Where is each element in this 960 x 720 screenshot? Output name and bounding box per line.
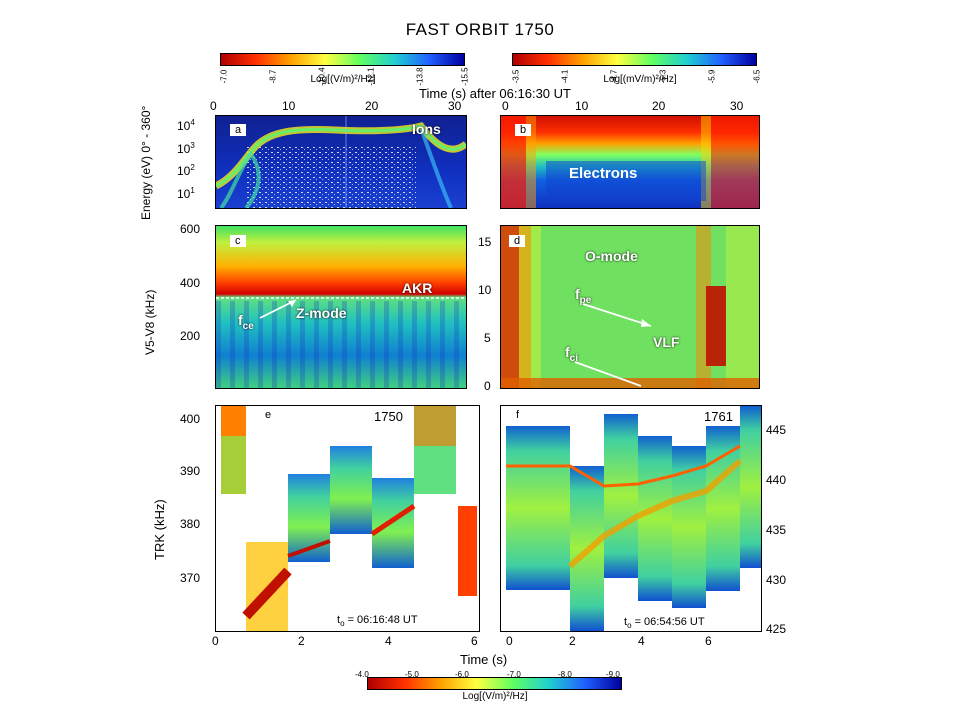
panel-c-annotation-akr: AKR [402,280,433,296]
panel-a-svg [216,116,466,208]
panel-a-ytick: 103 [177,141,195,156]
colorbar-top-right [512,53,757,66]
top-axis-tick: 10 [282,99,296,113]
panel-f-label: f [511,409,525,421]
panel-c-annotation-fce: fce [238,312,254,332]
bottom-axis-tick: 2 [298,634,305,648]
panel-c-fce-arrow [259,299,297,319]
panel-e-ylabel: TRK (kHz) [152,499,167,560]
panel-d-svg [501,226,759,388]
panel-e-ytick: 370 [180,571,201,585]
colorbar-tick: -9.0 [606,670,620,679]
bottom-axis-tick: 6 [471,634,478,648]
colorbar-unit: Log[(mV/m)²/Hz] [603,74,677,85]
panel-d-ytick: 15 [478,235,492,249]
panel-a-spectrogram: a Ions [215,115,467,209]
panel-d-spectrogram: d O-mode fpe VLF fci [500,225,760,389]
top-axis-tick: 30 [448,99,462,113]
panel-b-svg [501,116,759,208]
panel-d-label: d [509,235,526,247]
colorbar-unit: Log[(V/m)²/Hz] [310,74,376,85]
panel-d-annotation-fci: fci [565,344,579,364]
bottom-axis-tick: 4 [385,634,392,648]
panel-d-annotation-fpe: fpe [575,286,592,306]
bottom-axis-tick: 0 [506,634,513,648]
colorbar-tick: -8.0 [558,670,572,679]
colorbar-tick: -5.0 [405,670,419,679]
colorbar-tick: -7.0 [507,670,521,679]
panel-b-label: b [515,124,532,136]
top-axis-tick: 20 [365,99,379,113]
panel-c-annotation-zmode: Z-mode [296,305,347,321]
panel-e-ytick: 380 [180,517,201,531]
top-axis-tick: 0 [210,99,217,113]
colorbar-top-left [220,53,465,66]
panel-f-orbit: 1761 [701,409,736,424]
panel-f-ytick: 445 [766,423,787,437]
top-axis-tick: 10 [575,99,589,113]
top-axis-tick: 20 [652,99,666,113]
bottom-axis-tick: 6 [705,634,712,648]
colorbar-tick: -6.5 [752,69,762,84]
panel-f-ytick: 435 [766,523,787,537]
colorbar-top-left-gradient [220,53,465,66]
bottom-axis-tick: 2 [569,634,576,648]
bottom-axis-tick: 0 [212,634,219,648]
panel-c-spectrogram: c AKR fce Z-mode [215,225,467,389]
colorbar-tick: -7.0 [219,69,229,84]
panel-f-ytick: 440 [766,473,787,487]
panel-c-ytick: 600 [180,222,201,236]
panel-d-ytick: 5 [484,331,491,345]
top-axis-tick: 0 [502,99,509,113]
panel-d-fpe-arrow [582,303,652,327]
colorbar-bottom-gradient [367,677,622,690]
panel-e-ytick: 390 [180,464,201,478]
panel-e-ytick: 400 [180,412,201,426]
panel-e-svg [221,406,477,631]
panel-b-annotation-electrons: Electrons [569,165,638,182]
panel-c-ylabel: V5-V8 (kHz) [143,289,157,355]
panel-a-ylabel: Energy (eV) 0° - 360° [139,105,153,220]
panel-a-annotation-ions: Ions [412,121,441,137]
panel-a-ytick: 101 [177,186,195,201]
panel-a-label: a [230,124,247,136]
panel-f-t0: to = 06:54:56 UT [621,616,708,631]
panel-c-svg [216,226,466,388]
panel-a-ytick: 104 [177,118,195,133]
panel-c-label: c [230,235,246,247]
colorbar-unit: Log[(V/m)²/Hz] [462,691,528,702]
panel-e-t0: to = 06:16:48 UT [334,614,421,629]
panel-d-ytick: 10 [478,283,492,297]
panel-f-ytick: 430 [766,573,787,587]
panel-c-ytick: 200 [180,329,201,343]
panel-d-ytick: 0 [484,379,491,393]
panel-e-spectrogram: e 1750 to = 06:16:48 UT [215,405,480,632]
panel-b-spectrogram: b Electrons [500,115,760,209]
panel-e-label: e [260,409,277,421]
panel-f-svg [506,406,761,631]
colorbar-tick: -6.0 [455,670,469,679]
colorbar-top-right-gradient [512,53,757,66]
panel-d-annotation-omode: O-mode [585,248,638,264]
top-time-axis-label: Time (s) after 06:16:30 UT [419,86,571,101]
top-axis-tick: 30 [730,99,744,113]
figure-title: FAST ORBIT 1750 [405,20,555,39]
panel-e-orbit: 1750 [371,409,406,424]
panel-f-ytick: 425 [766,622,787,636]
panel-c-ytick: 400 [180,276,201,290]
bottom-time-axis-label: Time (s) [460,652,508,667]
colorbar-bottom [367,677,622,690]
panel-a-ytick: 102 [177,163,195,178]
panel-d-annotation-vlf: VLF [653,334,680,350]
colorbar-tick: -4.0 [355,670,369,679]
panel-d-fci-arrow [574,361,642,387]
panel-f-spectrogram: f 1761 to = 06:54:56 UT [500,405,762,632]
bottom-axis-tick: 4 [638,634,645,648]
